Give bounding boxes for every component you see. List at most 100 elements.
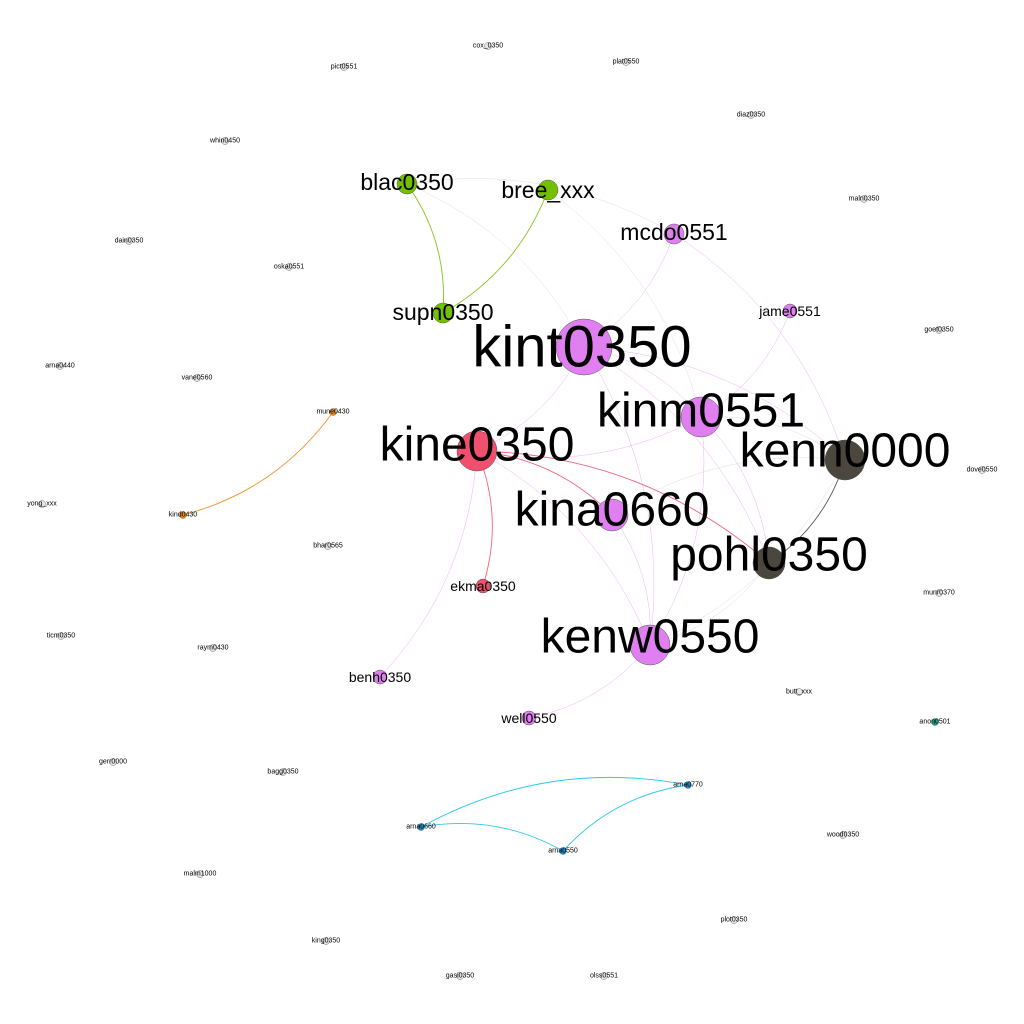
- node-label-plat0550: plat0550: [613, 59, 640, 66]
- node-plat0550[interactable]: [622, 58, 630, 66]
- node-label-well0550: well0550: [500, 710, 556, 726]
- node-arna0770[interactable]: [684, 781, 692, 789]
- node-label-jame0551: jame0551: [758, 303, 821, 319]
- node-label-munr0370: munr0370: [923, 590, 955, 597]
- node-pohl0350[interactable]: [752, 546, 786, 580]
- node-label-whin0450: whin0450: [209, 138, 240, 145]
- edge-kine0350-benh0350: [379, 450, 478, 678]
- edge-kine0350-pohl0350: [476, 450, 770, 564]
- node-label-dove0550: dove0550: [967, 467, 998, 474]
- node-bhar0565[interactable]: [324, 542, 332, 550]
- node-arna0660[interactable]: [417, 823, 425, 831]
- node-label-bree_xxx: bree_xxx: [501, 177, 595, 203]
- node-label-mune0430: mune0430: [316, 409, 349, 416]
- node-kinm0551[interactable]: [680, 396, 722, 438]
- node-wood0350[interactable]: [839, 831, 847, 839]
- edge-bree_xxx-kinm0551: [547, 189, 702, 418]
- node-gerr0000[interactable]: [109, 758, 117, 766]
- node-kenn0000[interactable]: [824, 439, 866, 481]
- edge-arna0660-arna0770: [420, 776, 689, 828]
- edge-kina0660-kenn0000: [611, 457, 846, 516]
- node-label-king0350: king0350: [312, 938, 341, 945]
- edge-kinm0551-kenw0550: [649, 416, 705, 646]
- node-label-kine0350: kine0350: [380, 419, 575, 472]
- node-cox_0350[interactable]: [484, 42, 492, 50]
- node-label-oska0551: oska0551: [274, 264, 304, 271]
- node-kine0350[interactable]: [456, 430, 498, 472]
- node-kina0660[interactable]: [595, 498, 629, 532]
- node-blac0350[interactable]: [396, 173, 418, 195]
- node-raym0430[interactable]: [209, 644, 217, 652]
- node-label-cox_0350: cox_0350: [473, 43, 503, 50]
- node-supn0350[interactable]: [432, 302, 454, 324]
- node-yong_xxx[interactable]: [38, 500, 46, 508]
- edge-kint0350-kenw0550: [583, 346, 655, 646]
- node-label-bhar0565: bhar0565: [313, 543, 343, 550]
- node-label-ekma0350: ekma0350: [450, 578, 516, 594]
- node-label-malm1000: malm1000: [184, 871, 217, 878]
- node-label-kina0660: kina0660: [515, 484, 710, 537]
- edge-arna0550-arna0770: [562, 784, 689, 852]
- node-label-dain0350: dain0350: [115, 238, 144, 245]
- node-label-arna0550: arna0550: [548, 848, 578, 855]
- node-label-diaz0350: diaz0350: [737, 112, 766, 119]
- node-label-kinm0551: kinm0551: [597, 385, 805, 438]
- node-label-kind0430: kind0430: [169, 512, 198, 519]
- node-label-kint0350: kint0350: [472, 315, 691, 380]
- node-kenw0550[interactable]: [629, 624, 671, 666]
- node-goet0350[interactable]: [935, 326, 943, 334]
- node-bree_xxx[interactable]: [537, 179, 559, 201]
- node-maln0350[interactable]: [860, 195, 868, 203]
- node-label-benh0350: benh0350: [349, 669, 412, 685]
- edge-blac0350-supn0350: [406, 183, 444, 314]
- node-mcdo0551[interactable]: [663, 223, 685, 245]
- node-jame0551[interactable]: [782, 303, 798, 319]
- node-anon0501[interactable]: [931, 718, 939, 726]
- node-oska0551[interactable]: [285, 263, 293, 271]
- node-label-plot0350: plot0350: [721, 917, 748, 924]
- node-label-butt_xxx: butt_xxx: [786, 689, 813, 696]
- node-label-blac0350: blac0350: [360, 169, 453, 195]
- node-dove0550[interactable]: [978, 466, 986, 474]
- node-bagg0350[interactable]: [279, 768, 287, 776]
- node-benh0350[interactable]: [372, 669, 388, 685]
- node-king0350[interactable]: [322, 937, 330, 945]
- node-label-wood0350: wood0350: [826, 832, 859, 839]
- node-label-ticm0350: ticm0350: [47, 633, 76, 640]
- node-butt_xxx[interactable]: [795, 688, 803, 696]
- node-label-vane0560: vane0560: [182, 375, 213, 382]
- node-malm1000[interactable]: [196, 870, 204, 878]
- edge-blac0350-kint0350: [406, 183, 585, 348]
- node-label-pohl0350: pohl0350: [670, 529, 868, 582]
- edge-kint0350-kenn0000: [583, 346, 846, 461]
- node-arna0550[interactable]: [559, 847, 567, 855]
- node-well0550[interactable]: [521, 710, 537, 726]
- node-mune0430[interactable]: [329, 408, 337, 416]
- node-label-kenw0550: kenw0550: [541, 611, 760, 664]
- node-label-maln0350: maln0350: [849, 196, 880, 203]
- node-label-mcdo0551: mcdo0551: [620, 219, 727, 245]
- edge-kine0350-kenw0550: [476, 450, 651, 646]
- node-pict0551[interactable]: [340, 63, 348, 71]
- node-kint0350[interactable]: [555, 318, 613, 376]
- node-ticm0350[interactable]: [57, 632, 65, 640]
- node-arna0440[interactable]: [56, 362, 64, 370]
- node-dain0350[interactable]: [125, 237, 133, 245]
- node-label-gerr0000: gerr0000: [99, 759, 127, 766]
- node-whin0450[interactable]: [221, 137, 229, 145]
- node-gasi0350[interactable]: [456, 972, 464, 980]
- edge-arna0660-arna0550: [420, 823, 564, 852]
- node-plot0350[interactable]: [730, 916, 738, 924]
- node-olss0551[interactable]: [600, 972, 608, 980]
- node-kind0430[interactable]: [179, 511, 187, 519]
- edge-bree_xxx-supn0350: [442, 189, 549, 314]
- node-diaz0350[interactable]: [747, 111, 755, 119]
- node-label-raym0430: raym0430: [197, 645, 228, 652]
- node-munr0370[interactable]: [935, 589, 943, 597]
- node-vane0560[interactable]: [193, 374, 201, 382]
- edge-kint0350-pohl0350: [583, 346, 770, 564]
- node-ekma0350[interactable]: [475, 578, 491, 594]
- node-label-anon0501: anon0501: [919, 719, 950, 726]
